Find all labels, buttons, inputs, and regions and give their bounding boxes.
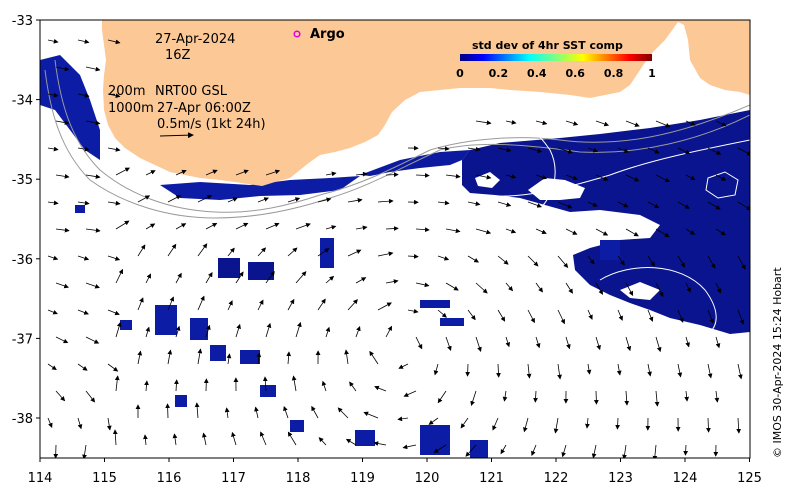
model-time-label: 27-Apr 06:00Z [157, 101, 251, 116]
lon-tick-label: 119 [350, 471, 375, 486]
lon-tick-label: 125 [737, 471, 762, 486]
lon-tick-label: 120 [415, 471, 440, 486]
lon-tick-label: 123 [608, 471, 633, 486]
depth-1000-label: 1000m [108, 101, 154, 116]
lon-tick-label: 118 [286, 471, 311, 486]
colorbar-tick-label: 0 [456, 67, 464, 80]
scale-label: 0.5m/s (1kt 24h) [157, 117, 266, 132]
lon-tick-label: 116 [157, 471, 182, 486]
time-label: 16Z [165, 48, 191, 63]
depth-200-label: 200m [108, 84, 145, 99]
current-vector [168, 404, 169, 418]
date-label: 27-Apr-2024 [155, 32, 235, 47]
lat-tick-label: -37 [12, 332, 33, 347]
lon-tick-label: 124 [673, 471, 698, 486]
colorbar [460, 54, 652, 61]
colorbar-tick-label: 0.4 [527, 67, 547, 80]
lat-tick-label: -35 [12, 173, 33, 188]
lat-tick-label: -38 [12, 412, 33, 427]
latitude-axis: -33 -34 -35 -36 -37 -38 [12, 14, 40, 427]
colorbar-tick-label: 0.6 [565, 67, 585, 80]
lon-tick-label: 122 [544, 471, 569, 486]
model-label: NRT00 GSL [155, 84, 228, 99]
longitude-axis: 114 115 116 117 118 119 120 121 122 123 124 125 [28, 458, 762, 486]
argo-label: Argo [310, 27, 345, 42]
colorbar-tick-label: 0.8 [604, 67, 624, 80]
lon-tick-label: 115 [92, 471, 117, 486]
lat-tick-label: -33 [12, 14, 33, 29]
current-vector [468, 364, 469, 376]
current-vector [386, 175, 398, 176]
lon-tick-label: 114 [28, 471, 53, 486]
colorbar-title: std dev of 4hr SST comp [472, 39, 623, 52]
colorbar-tick-label: 0.2 [489, 67, 509, 80]
lat-tick-label: -36 [12, 253, 33, 268]
lon-tick-label: 121 [479, 471, 504, 486]
lon-tick-label: 117 [221, 471, 246, 486]
lat-tick-label: -34 [12, 94, 33, 109]
current-vector [596, 391, 597, 404]
colorbar-tick-label: 1 [648, 67, 656, 80]
credit-label: © IMOS 30-Apr-2024 15:24 Hobart [771, 267, 784, 458]
